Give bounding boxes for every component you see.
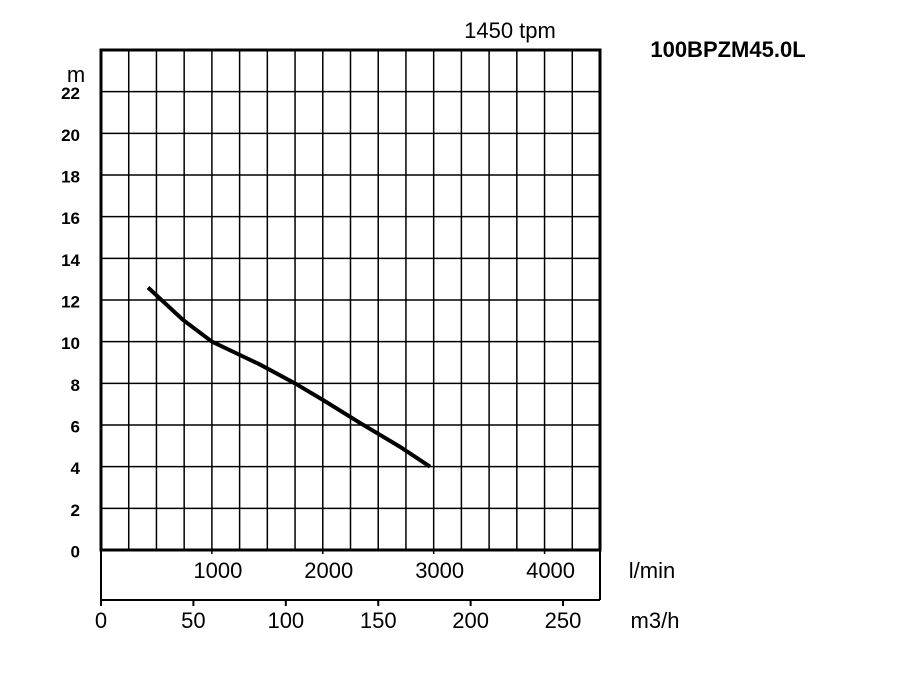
x2-axis-label: m3/h (631, 608, 680, 633)
y-tick-label: 16 (61, 209, 80, 228)
x2-tick-label: 100 (267, 608, 304, 633)
x2-tick-label: 250 (545, 608, 582, 633)
x2-tick-label: 200 (452, 608, 489, 633)
y-tick-label: 6 (71, 417, 80, 436)
x2-tick-label: 50 (181, 608, 205, 633)
chart-title: 100BPZM45.0L (650, 37, 805, 62)
y-tick-label: 14 (61, 251, 80, 270)
x-tick-label: 2000 (304, 558, 353, 583)
y-tick-label: 8 (71, 376, 80, 395)
x-tick-label: 3000 (415, 558, 464, 583)
y-tick-label: 4 (71, 459, 81, 478)
y-tick-label: 20 (61, 126, 80, 145)
x-axis-label: l/min (629, 558, 675, 583)
plot-frame (99, 48, 602, 552)
data-line (146, 286, 432, 469)
y-axis-label: m (67, 62, 85, 87)
y-tick-label: 2 (71, 501, 80, 520)
x-tick-label: 4000 (526, 558, 575, 583)
x2-tick-label: 150 (360, 608, 397, 633)
y-tick-label: 10 (61, 334, 80, 353)
y-tick-label: 0 (71, 542, 80, 561)
y-tick-label: 12 (61, 292, 80, 311)
y-tick-label: 22 (61, 84, 80, 103)
x2-tick-label: 0 (95, 608, 107, 633)
y-tick-label: 18 (61, 167, 80, 186)
chart-subtitle: 1450 tpm (464, 18, 556, 43)
x-tick-label: 1000 (193, 558, 242, 583)
